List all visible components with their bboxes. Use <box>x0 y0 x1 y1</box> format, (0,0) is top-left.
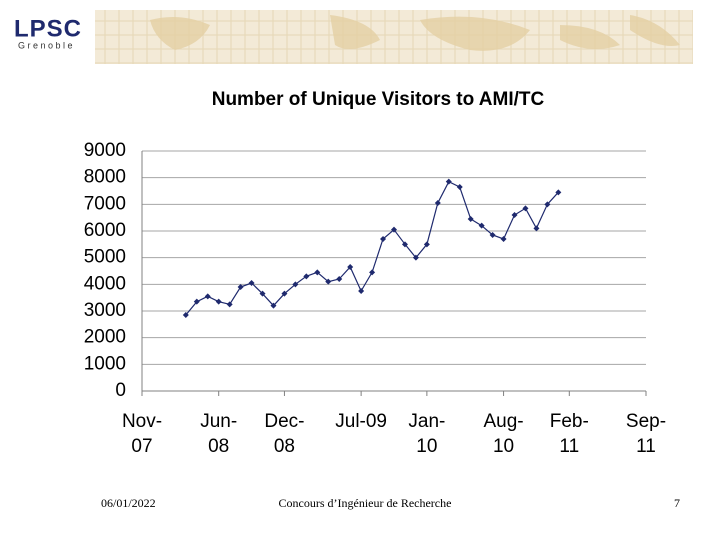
series-line <box>185 180 559 316</box>
footer-date: 06/01/2022 <box>101 496 156 510</box>
y-tick-label: 1000 <box>84 353 126 374</box>
chart-title: Number of Unique Visitors to AMI/TC <box>212 89 545 110</box>
point-marker <box>369 269 376 276</box>
y-tick-label: 4000 <box>84 273 126 294</box>
point-marker <box>281 290 288 297</box>
footer-page: 7 <box>674 496 680 510</box>
point-marker <box>204 293 211 300</box>
y-tick-label: 3000 <box>84 300 126 321</box>
point-marker <box>358 288 365 294</box>
x-tick-label: Sep-11 <box>625 411 667 457</box>
point-marker <box>489 232 496 238</box>
x-tick-label: Nov-07 <box>121 411 163 457</box>
y-tick-label: 8000 <box>84 167 126 188</box>
point-marker <box>423 241 430 248</box>
point-marker <box>270 302 277 309</box>
point-marker <box>522 205 529 212</box>
point-marker <box>215 298 222 305</box>
x-tick-label: Jun-08 <box>200 411 238 457</box>
y-tick-label: 9000 <box>84 140 126 161</box>
point-marker <box>445 178 452 185</box>
point-marker <box>544 201 551 208</box>
y-tick-label: 7000 <box>84 193 126 214</box>
y-tick-label: 2000 <box>84 327 126 348</box>
x-tick-label: Jan-10 <box>408 411 446 457</box>
point-marker <box>467 216 474 222</box>
point-marker <box>248 280 255 286</box>
point-marker <box>456 184 463 190</box>
y-tick-label: 5000 <box>84 247 126 268</box>
y-tick-label: 6000 <box>84 220 126 241</box>
logo-city: Grenoble <box>18 40 75 50</box>
point-marker <box>555 189 562 196</box>
x-tick-label: Feb-11 <box>549 411 589 457</box>
point-marker <box>325 278 332 285</box>
x-tick-label: Jul-09 <box>335 411 387 432</box>
header-banner <box>95 10 693 64</box>
point-marker <box>511 212 518 218</box>
point-marker <box>259 290 266 297</box>
point-marker <box>412 254 419 261</box>
point-marker <box>237 284 244 290</box>
point-marker <box>303 273 310 280</box>
point-marker <box>401 241 408 248</box>
point-marker <box>533 225 540 232</box>
y-tick-label: 0 <box>115 380 126 401</box>
point-marker <box>292 281 299 288</box>
footer-title: Concours d’Ingénieur de Recherche <box>278 496 452 510</box>
point-marker <box>193 298 200 305</box>
point-marker <box>478 222 485 229</box>
point-marker <box>336 276 343 282</box>
point-marker <box>314 269 321 276</box>
point-marker <box>347 264 354 270</box>
point-marker <box>500 236 507 242</box>
x-tick-label: Aug-10 <box>483 411 524 457</box>
point-marker <box>182 312 189 318</box>
x-tick-label: Dec-08 <box>264 411 305 457</box>
point-marker <box>434 200 441 206</box>
point-marker <box>380 236 387 242</box>
point-marker <box>226 301 233 308</box>
logo: LPSC <box>14 15 82 42</box>
point-marker <box>391 226 397 233</box>
